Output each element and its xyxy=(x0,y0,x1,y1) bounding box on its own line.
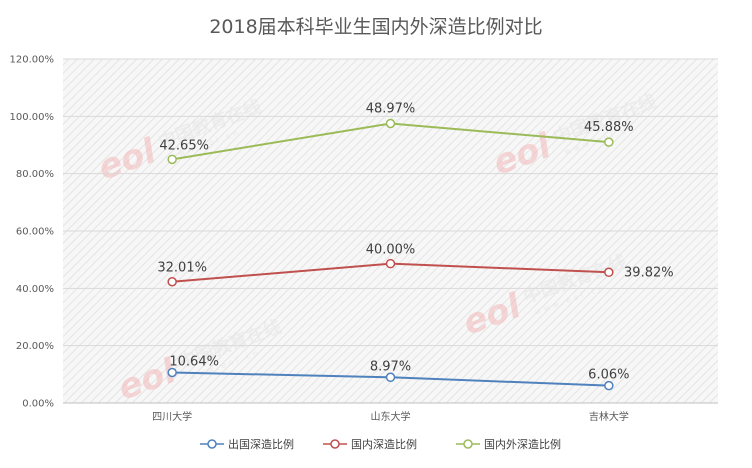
data-label: 8.97% xyxy=(370,359,411,374)
legend-item: 国内外深造比例 xyxy=(456,437,561,451)
x-tick-label: 山东大学 xyxy=(371,410,411,423)
y-tick-label: 60.00% xyxy=(16,227,54,238)
data-point xyxy=(604,267,614,278)
x-tick-label: 吉林大学 xyxy=(589,410,629,423)
y-tick-label: 100.00% xyxy=(10,112,55,123)
data-label: 42.65% xyxy=(159,138,209,153)
y-tick-label: 120.00% xyxy=(10,55,55,66)
legend-label: 国内外深造比例 xyxy=(484,437,561,451)
data-label: 45.88% xyxy=(584,120,634,135)
data-point xyxy=(167,154,177,165)
legend-marker xyxy=(330,439,340,449)
chart-title: 2018届本科毕业生国内外深造比例对比 xyxy=(209,16,543,38)
data-label: 48.97% xyxy=(366,102,416,117)
data-label: 32.01% xyxy=(157,261,207,276)
data-label: 10.64% xyxy=(169,354,219,369)
data-point xyxy=(385,258,396,269)
data-point xyxy=(604,137,614,147)
y-tick-label: 20.00% xyxy=(16,341,54,352)
legend-item: 国内深造比例 xyxy=(323,437,417,451)
data-point xyxy=(604,380,614,391)
legend-marker xyxy=(463,439,473,449)
y-tick-label: 0.00% xyxy=(22,399,54,410)
data-label: 40.00% xyxy=(366,243,416,258)
x-tick-label: 四川大学 xyxy=(152,410,192,423)
legend-label: 出国深造比例 xyxy=(228,437,294,451)
data-label: 39.82% xyxy=(624,265,674,280)
legend-label: 国内深造比例 xyxy=(351,437,417,451)
data-point xyxy=(385,372,396,383)
legend-item: 出国深造比例 xyxy=(200,437,294,451)
y-tick-label: 40.00% xyxy=(16,284,54,295)
data-point xyxy=(167,367,177,378)
data-point xyxy=(385,118,396,129)
data-label: 6.06% xyxy=(588,368,629,383)
legend-marker xyxy=(207,439,217,449)
y-tick-label: 80.00% xyxy=(16,169,54,180)
data-point xyxy=(167,276,177,287)
